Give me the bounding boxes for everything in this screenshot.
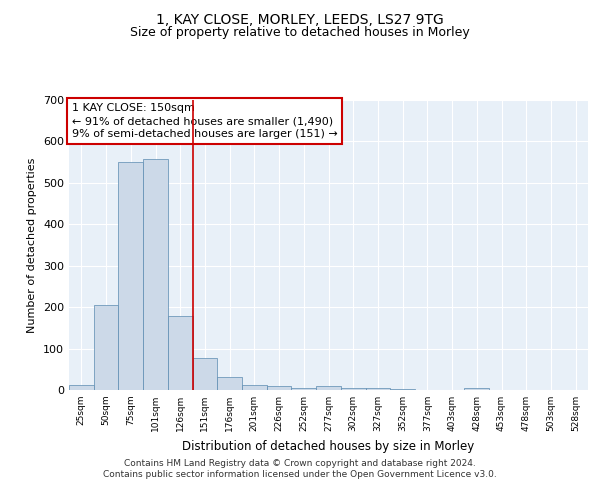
Text: Contains HM Land Registry data © Crown copyright and database right 2024.: Contains HM Land Registry data © Crown c… (124, 458, 476, 468)
Bar (464, 388, 489, 390)
Text: 1, KAY CLOSE, MORLEY, LEEDS, LS27 9TG: 1, KAY CLOSE, MORLEY, LEEDS, LS27 9TG (156, 12, 444, 26)
Bar (168, 316, 193, 390)
Text: 1 KAY CLOSE: 150sqm
← 91% of detached houses are smaller (1,490)
9% of semi-deta: 1 KAY CLOSE: 150sqm ← 91% of detached ho… (71, 103, 337, 140)
Text: Contains public sector information licensed under the Open Government Licence v3: Contains public sector information licen… (103, 470, 497, 479)
Bar (365, 388, 390, 390)
Bar (217, 376, 242, 390)
Bar (94, 305, 118, 390)
Bar (118, 162, 143, 390)
Y-axis label: Number of detached properties: Number of detached properties (28, 158, 37, 332)
Text: Size of property relative to detached houses in Morley: Size of property relative to detached ho… (130, 26, 470, 39)
X-axis label: Distribution of detached houses by size in Morley: Distribution of detached houses by size … (182, 440, 475, 452)
Bar (242, 384, 267, 390)
Bar (390, 389, 415, 390)
Bar (267, 386, 292, 390)
Bar (316, 386, 341, 390)
Bar (143, 159, 168, 390)
Bar (69, 386, 94, 390)
Bar (193, 358, 217, 390)
Bar (292, 388, 316, 390)
Bar (341, 388, 365, 390)
